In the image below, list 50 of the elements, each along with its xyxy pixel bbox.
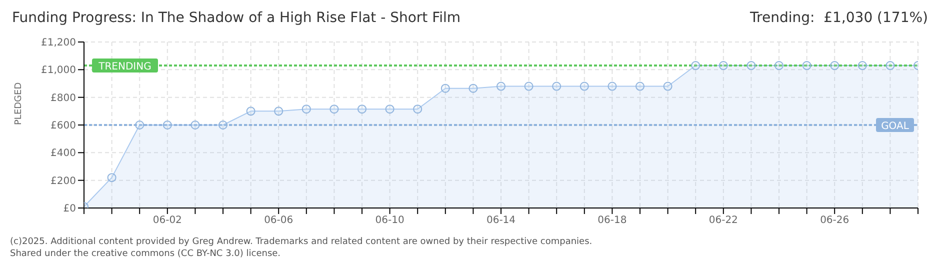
point (830, 61, 840, 70)
y-axis-title: PLEDGED (14, 82, 24, 125)
y-tick-label: £0 (63, 204, 76, 215)
point (190, 120, 200, 130)
chart-title: Funding Progress: In The Shadow of a High Rise Flat - Short Film (12, 10, 461, 28)
point (802, 61, 812, 70)
y-tick-label: £800 (50, 92, 76, 104)
y-tick-label: £1,000 (41, 65, 76, 76)
point (468, 84, 478, 93)
x-tick-label: 06-26 (820, 215, 850, 226)
point (274, 106, 284, 116)
y-tick-label: £1,200 (41, 38, 76, 49)
ref-line-label: TRENDING (98, 62, 152, 73)
point (135, 120, 144, 130)
point (302, 104, 311, 114)
point (218, 120, 228, 130)
point (358, 104, 366, 114)
text: (c)2025. Additional content provided by Greg Andrew. Trademarks and related content are owned by their respective companies. (10, 236, 594, 248)
point (774, 61, 784, 70)
x-tick-label: 06-02 (152, 215, 182, 226)
x-tick-label: 06-22 (708, 215, 738, 226)
point (413, 104, 422, 114)
x-tick-label: 06-10 (375, 215, 404, 226)
point (385, 104, 394, 114)
point (718, 61, 728, 70)
text: Shared under the creative commons (CC BY-NC 3.0) license. (10, 248, 282, 260)
point (524, 82, 534, 91)
point (552, 82, 562, 91)
point (330, 104, 339, 114)
x-tick-label: 06-18 (598, 215, 627, 226)
y-tick-label: £200 (50, 176, 76, 187)
point (858, 61, 867, 70)
y-tick-label: £400 (50, 148, 76, 160)
x-tick-label: 06-06 (264, 215, 294, 226)
point (246, 106, 256, 116)
x-tick-label: 06-14 (486, 215, 516, 226)
chart-subtitle: Trending: £1,030 (171%) (750, 10, 928, 28)
point (162, 120, 172, 130)
point (107, 173, 116, 182)
point (496, 82, 506, 91)
point (886, 61, 895, 70)
ref-line-label: GOAL (881, 121, 910, 132)
point (691, 61, 700, 70)
point (608, 82, 617, 91)
point (636, 82, 644, 91)
point (440, 84, 450, 93)
point (746, 61, 756, 70)
y-tick-label: £600 (50, 120, 76, 132)
point (580, 82, 589, 91)
point (663, 82, 672, 91)
